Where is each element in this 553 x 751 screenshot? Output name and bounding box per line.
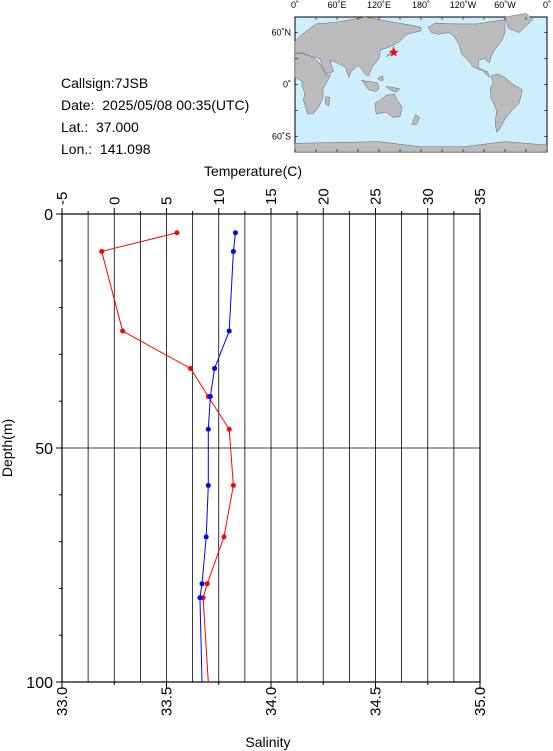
chart-series — [99, 230, 238, 683]
map-lon-label: 0˚ — [291, 0, 299, 10]
salinity-point — [230, 248, 236, 254]
map-lon-label: 180˚ — [412, 0, 430, 10]
chart-grid — [62, 214, 480, 682]
land-shape — [490, 73, 523, 133]
top-axis-tick-label: 30 — [420, 188, 437, 205]
date-text: Date: 2025/05/08 00:35(UTC) — [61, 97, 250, 113]
temperature-point — [120, 328, 126, 334]
station-star-icon — [389, 47, 399, 57]
callsign-text: Callsign:7JSB — [61, 75, 149, 91]
station-info: Callsign:7JSB Date: 2025/05/08 00:35(UTC… — [61, 72, 249, 160]
salinity-point — [197, 595, 203, 601]
bottom-axis-tick-label: 35.0 — [472, 687, 489, 716]
station-marker — [389, 47, 399, 57]
salinity-point — [226, 328, 232, 334]
top-axis-tick-label: -5 — [54, 192, 71, 205]
y-axis-tick-label: 100 — [26, 675, 53, 692]
top-axis-tick-label: 20 — [315, 188, 332, 205]
temperature-point — [174, 230, 180, 236]
y-axis-tick-label: 50 — [35, 441, 53, 458]
salinity-point — [203, 534, 209, 540]
map-labels: 0˚ 60˚E 120˚E 180˚ 120˚W 60˚W 0˚ 60˚N 0˚ 60˚S — [271, 0, 551, 141]
land-shape — [324, 96, 331, 107]
temperature-point — [226, 426, 232, 432]
bottom-axis-tick-label: 33.5 — [159, 687, 176, 716]
longitude-text: Lon.: 141.098 — [61, 141, 151, 157]
salinity-point — [232, 230, 238, 236]
map-lon-label: 0˚ — [543, 0, 551, 10]
salinity-line — [199, 232, 236, 683]
map-lat-label: 60˚N — [271, 28, 291, 38]
salinity-point — [212, 365, 218, 371]
land-shape — [360, 79, 380, 92]
land-shape — [374, 93, 403, 118]
land-shape — [427, 19, 506, 78]
salinity-point — [199, 581, 205, 587]
bottom-axis-title: Salinity — [245, 734, 290, 750]
land-shape — [411, 114, 420, 125]
y-axis-tick-label: 0 — [44, 207, 53, 224]
land-shape — [294, 16, 422, 79]
map-lat-label: 0˚ — [283, 80, 291, 90]
temperature-point — [99, 248, 105, 254]
land-shape — [294, 53, 332, 115]
map-lat-label: 60˚S — [272, 131, 291, 141]
world-map: 0˚ 60˚E 120˚E 180˚ 120˚W 60˚W 0˚ 60˚N 0˚ 60˚S — [271, 0, 551, 153]
temperature-point — [230, 482, 236, 488]
map-lon-label: 120˚E — [367, 0, 391, 10]
temperature-line — [101, 232, 234, 683]
salinity-point — [205, 426, 211, 432]
latitude-text: Lat.: 37.000 — [61, 119, 139, 135]
map-lon-label: 60˚W — [494, 0, 516, 10]
temperature-point — [188, 365, 194, 371]
y-axis-title: Depth(m) — [0, 419, 15, 477]
map-lon-label: 60˚E — [327, 0, 346, 10]
top-axis-tick-label: 10 — [211, 188, 228, 205]
top-axis-tick-label: 15 — [263, 188, 280, 205]
top-axis-tick-label: 25 — [368, 188, 385, 205]
temperature-point — [204, 581, 210, 587]
bottom-axis-tick-label: 34.0 — [263, 687, 280, 716]
map-ticks — [294, 17, 548, 152]
top-axis-tick-label: 5 — [159, 197, 176, 205]
bottom-axis-tick-label: 33.0 — [54, 687, 71, 716]
land-shape — [385, 85, 401, 93]
salinity-point — [205, 482, 211, 488]
bottom-axis-tick-label: 34.5 — [368, 687, 385, 716]
top-axis-title: Temperature(C) — [204, 163, 302, 179]
salinity-point — [207, 394, 213, 400]
top-axis-tick-label: 0 — [106, 197, 123, 205]
temperature-point — [221, 534, 227, 540]
top-axis-tick-label: 35 — [472, 188, 489, 205]
map-lon-label: 120˚W — [450, 0, 477, 10]
land-shape — [377, 75, 384, 81]
